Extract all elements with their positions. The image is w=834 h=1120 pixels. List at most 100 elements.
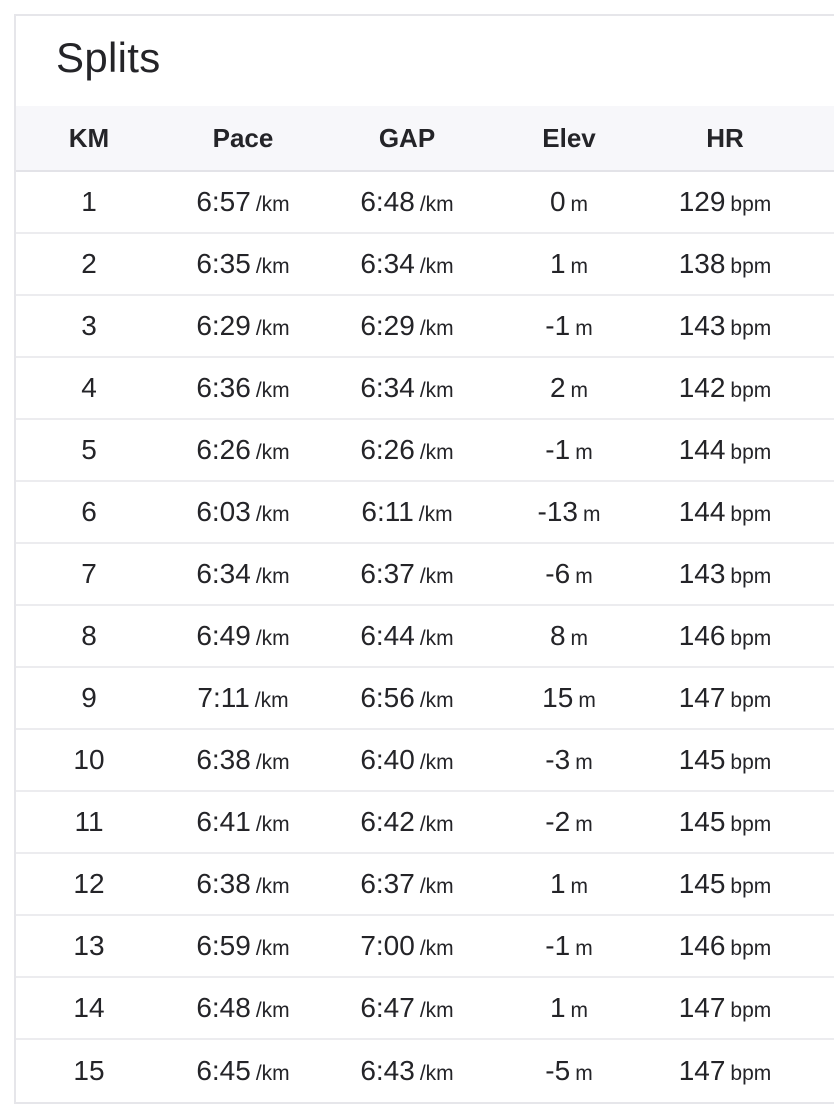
km-cell: 7 bbox=[16, 558, 162, 590]
gap-cell: 6:34/km bbox=[324, 248, 490, 280]
gap-cell-unit: /km bbox=[418, 503, 453, 526]
hr-cell-value: 138 bbox=[678, 248, 726, 279]
km-cell: 13 bbox=[16, 930, 162, 962]
gap-cell: 6:11/km bbox=[324, 496, 490, 528]
column-header-km: KM bbox=[68, 122, 110, 153]
km-cell-value: 15 bbox=[73, 1055, 105, 1086]
elev-cell-unit: m bbox=[575, 317, 593, 340]
elev-cell-unit: m bbox=[570, 193, 589, 216]
pace-cell-unit: /km bbox=[254, 689, 289, 712]
elev-cell-unit: m bbox=[570, 999, 589, 1022]
table-row: 14 6:48/km 6:47/km 1 m 147 bpm bbox=[16, 978, 834, 1040]
km-cell-value: 11 bbox=[74, 806, 104, 837]
pace-cell-unit: /km bbox=[255, 317, 290, 340]
hr-cell-unit: bpm bbox=[730, 317, 772, 340]
hr-cell: 138 bpm bbox=[648, 248, 802, 280]
hr-cell-value: 145 bbox=[678, 868, 726, 899]
gap-cell-unit: /km bbox=[419, 565, 454, 588]
km-cell-value: 9 bbox=[81, 682, 97, 713]
hr-cell-unit: bpm bbox=[730, 999, 772, 1022]
hr-cell-value: 147 bbox=[678, 1055, 726, 1086]
hr-cell-value: 147 bbox=[678, 682, 726, 713]
km-cell-value: 12 bbox=[73, 868, 105, 899]
pace-cell-value: 6:41 bbox=[196, 806, 251, 837]
km-cell-value: 7 bbox=[81, 558, 97, 589]
column-header-hr: HR bbox=[706, 122, 744, 153]
pace-cell-unit: /km bbox=[255, 503, 290, 526]
hr-cell-value: 146 bbox=[678, 930, 726, 961]
pace-cell: 6:41/km bbox=[162, 806, 324, 838]
table-body: 1 6:57/km 6:48/km 0 m 129 bpm 2 6:35/km 6:34/km 1 m… bbox=[16, 172, 834, 1102]
hr-cell-unit: bpm bbox=[730, 627, 772, 650]
hr-cell: 129 bpm bbox=[648, 186, 802, 218]
pace-cell: 6:29/km bbox=[162, 310, 324, 342]
km-cell-value: 3 bbox=[81, 310, 97, 341]
km-cell: 14 bbox=[16, 992, 162, 1024]
hr-cell-unit: bpm bbox=[730, 751, 772, 774]
elev-cell-value: 1 bbox=[549, 992, 566, 1023]
pace-cell-value: 6:29 bbox=[196, 310, 251, 341]
panel-title: Splits bbox=[56, 34, 161, 81]
hr-cell: 142 bpm bbox=[648, 372, 802, 404]
gap-cell: 6:37/km bbox=[324, 868, 490, 900]
km-cell: 2 bbox=[16, 248, 162, 280]
hr-cell-unit: bpm bbox=[730, 813, 772, 836]
column-header-elev: Elev bbox=[542, 122, 596, 153]
hr-cell-unit: bpm bbox=[730, 255, 772, 278]
table-row: 5 6:26/km 6:26/km -1 m 144 bpm bbox=[16, 420, 834, 482]
elev-cell-unit: m bbox=[570, 875, 589, 898]
table-row: 10 6:38/km 6:40/km -3 m 145 bpm bbox=[16, 730, 834, 792]
pace-cell-value: 6:59 bbox=[196, 930, 251, 961]
gap-cell-value: 7:00 bbox=[360, 930, 415, 961]
hr-cell-unit: bpm bbox=[730, 937, 772, 960]
elev-cell-unit: m bbox=[575, 565, 593, 588]
gap-cell-unit: /km bbox=[419, 441, 454, 464]
pace-cell: 6:45/km bbox=[162, 1055, 324, 1087]
elev-cell-unit: m bbox=[570, 379, 589, 402]
table-row: 15 6:45/km 6:43/km -5 m 147 bpm bbox=[16, 1040, 834, 1102]
gap-cell-value: 6:37 bbox=[360, 868, 415, 899]
pace-cell-unit: /km bbox=[255, 193, 290, 216]
pace-cell-value: 6:38 bbox=[196, 744, 251, 775]
table-row: 7 6:34/km 6:37/km -6 m 143 bpm bbox=[16, 544, 834, 606]
pace-cell: 6:59/km bbox=[162, 930, 324, 962]
hr-cell-value: 144 bbox=[678, 434, 726, 465]
km-cell-value: 13 bbox=[73, 930, 105, 961]
elev-cell-unit: m bbox=[575, 441, 593, 464]
hr-cell-value: 143 bbox=[678, 558, 726, 589]
hr-cell: 143 bpm bbox=[648, 558, 802, 590]
pace-cell: 6:36/km bbox=[162, 372, 324, 404]
elev-cell-value: 1 bbox=[549, 248, 566, 279]
table-row: 3 6:29/km 6:29/km -1 m 143 bpm bbox=[16, 296, 834, 358]
table-row: 6 6:03/km 6:11/km -13 m 144 bpm bbox=[16, 482, 834, 544]
hr-cell: 143 bpm bbox=[648, 310, 802, 342]
hr-cell: 144 bpm bbox=[648, 496, 802, 528]
km-cell: 5 bbox=[16, 434, 162, 466]
pace-cell-value: 6:49 bbox=[196, 620, 251, 651]
hr-cell-unit: bpm bbox=[730, 565, 772, 588]
elev-cell-value: -6 bbox=[545, 558, 571, 589]
elev-cell: -1 m bbox=[490, 930, 648, 962]
elev-cell-value: 2 bbox=[549, 372, 566, 403]
pace-cell-unit: /km bbox=[255, 627, 290, 650]
km-cell-value: 8 bbox=[81, 620, 97, 651]
km-cell-value: 10 bbox=[73, 744, 105, 775]
km-cell: 3 bbox=[16, 310, 162, 342]
splits-panel: Splits KM Pace GAP Elev HR 1 6:57/km 6:48/… bbox=[14, 14, 834, 1104]
elev-cell-value: 8 bbox=[549, 620, 566, 651]
gap-cell-value: 6:37 bbox=[360, 558, 415, 589]
gap-cell-value: 6:56 bbox=[360, 682, 415, 713]
km-cell: 8 bbox=[16, 620, 162, 652]
hr-cell-unit: bpm bbox=[730, 689, 772, 712]
km-cell: 12 bbox=[16, 868, 162, 900]
hr-cell: 145 bpm bbox=[648, 868, 802, 900]
elev-cell: -6 m bbox=[490, 558, 648, 590]
gap-cell: 6:42/km bbox=[324, 806, 490, 838]
gap-cell-unit: /km bbox=[419, 999, 454, 1022]
elev-cell-value: -3 bbox=[545, 744, 571, 775]
hr-cell: 146 bpm bbox=[648, 620, 802, 652]
gap-cell-value: 6:44 bbox=[360, 620, 415, 651]
